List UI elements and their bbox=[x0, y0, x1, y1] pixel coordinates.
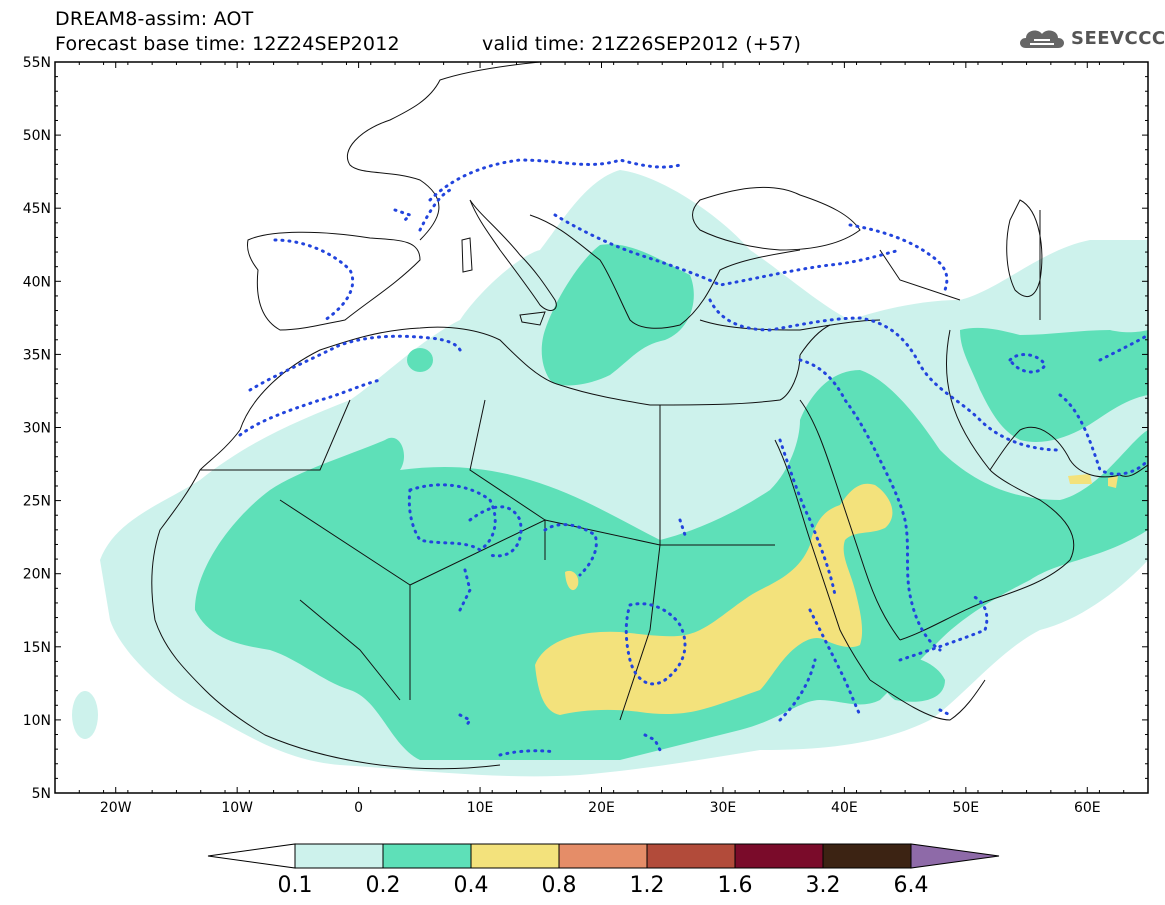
lat-label: 50N bbox=[23, 128, 51, 144]
lon-label: 10W bbox=[221, 800, 253, 816]
cloud-icon bbox=[1020, 30, 1064, 48]
colorbar-over-arrow bbox=[910, 843, 1000, 869]
lat-label: 10N bbox=[23, 713, 51, 729]
colorbar-segment bbox=[382, 843, 472, 869]
lon-label: 0 bbox=[354, 800, 363, 816]
lon-label: 20W bbox=[100, 800, 132, 816]
lat-label: 20N bbox=[23, 567, 51, 583]
lat-label: 5N bbox=[32, 786, 51, 802]
colorbar-label: 1.2 bbox=[630, 873, 665, 898]
colorbar-segment bbox=[822, 843, 912, 869]
longitude-labels: 20W 10W 0 10E 20E 30E 40E 50E 60E bbox=[100, 800, 1101, 816]
aot-patch-atlantic bbox=[72, 691, 98, 739]
latitude-labels: 55N 50N 45N 40N 35N 30N 25N 20N 15N 10N 5N bbox=[23, 55, 51, 802]
lat-label: 45N bbox=[23, 201, 51, 217]
colorbar: 0.1 0.2 0.4 0.8 1.2 1.6 3.2 6.4 bbox=[207, 843, 1000, 898]
lon-label: 10E bbox=[467, 800, 494, 816]
colorbar-under-arrow bbox=[207, 843, 296, 869]
colorbar-segment bbox=[470, 843, 560, 869]
colorbar-segment bbox=[646, 843, 736, 869]
aot-patch-algeria bbox=[407, 348, 433, 372]
valid-time-label: valid time: 21Z26SEP2012 (+57) bbox=[482, 33, 802, 55]
aot-region-0-2-greece bbox=[541, 244, 694, 386]
lat-label: 40N bbox=[23, 274, 51, 290]
colorbar-label: 0.1 bbox=[278, 873, 313, 898]
colorbar-label: 1.6 bbox=[718, 873, 753, 898]
colorbar-label: 3.2 bbox=[806, 873, 841, 898]
lat-label: 35N bbox=[23, 347, 51, 363]
lon-label: 60E bbox=[1074, 800, 1101, 816]
colorbar-label: 0.2 bbox=[366, 873, 401, 898]
colorbar-segment bbox=[558, 843, 648, 869]
lat-label: 25N bbox=[23, 494, 51, 510]
lon-label: 30E bbox=[710, 800, 737, 816]
aot-region-0-2-iran bbox=[960, 327, 1148, 442]
colorbar-label: 0.4 bbox=[454, 873, 489, 898]
base-time-label: Forecast base time: 12Z24SEP2012 bbox=[55, 33, 400, 55]
lon-label: 40E bbox=[831, 800, 858, 816]
coastlines bbox=[151, 62, 1148, 770]
colorbar-segment bbox=[734, 843, 824, 869]
logo-text: SEEVCCC bbox=[1071, 27, 1165, 49]
chart-title: DREAM8-assim: AOT bbox=[55, 8, 254, 30]
lat-label: 30N bbox=[23, 421, 51, 437]
seevccc-logo: SEEVCCC bbox=[1016, 24, 1165, 52]
lat-label: 15N bbox=[23, 640, 51, 656]
aot-region-0-2-ethiopia bbox=[878, 650, 945, 702]
lon-label: 20E bbox=[588, 800, 615, 816]
colorbar-segment bbox=[294, 843, 384, 869]
contour-lines bbox=[238, 158, 1148, 757]
colorbar-label: 6.4 bbox=[894, 873, 929, 898]
colorbar-label: 0.8 bbox=[542, 873, 577, 898]
axis-ticks bbox=[54, 61, 1149, 794]
aot-field bbox=[72, 170, 1148, 777]
lon-label: 50E bbox=[952, 800, 979, 816]
lat-label: 55N bbox=[23, 55, 51, 71]
aot-region-0-4 bbox=[535, 483, 893, 715]
